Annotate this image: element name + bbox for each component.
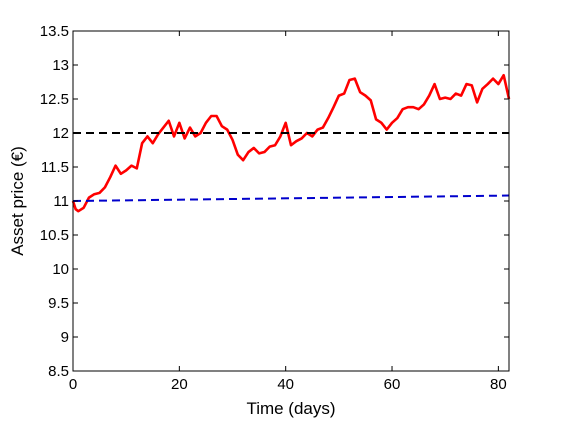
y-tick-label: 10 (52, 261, 69, 278)
x-tick-label: 80 (490, 376, 507, 393)
x-tick-label: 60 (384, 376, 401, 393)
y-tick-label: 9.5 (48, 295, 69, 312)
x-tick-label: 20 (171, 376, 188, 393)
series-layer (71, 73, 511, 213)
x-tick-label: 0 (69, 376, 77, 393)
y-tick-label: 12 (52, 125, 69, 142)
y-tick-label: 11.5 (41, 159, 69, 176)
axis-ticks: 0 20 40 60 80 8.5 9 9.5 10 10.5 11 11.5 12 12.5 13 13.5 (40, 23, 509, 393)
y-tick-label: 13.5 (40, 23, 69, 40)
y-tick-label: 11 (53, 193, 69, 210)
y-tick-label: 10.5 (40, 227, 69, 244)
y-tick-label: 12.5 (40, 91, 69, 108)
series-line-3 (72, 194, 510, 202)
y-tick-label: 8.5 (48, 363, 69, 380)
x-axis-label: Time (days) (246, 399, 335, 418)
y-tick-label: 13 (52, 57, 69, 74)
x-tick-label: 40 (277, 376, 294, 393)
y-axis-label: Asset price (€) (8, 146, 27, 256)
y-tick-label: 9 (61, 329, 69, 346)
series-line-1 (71, 73, 511, 213)
